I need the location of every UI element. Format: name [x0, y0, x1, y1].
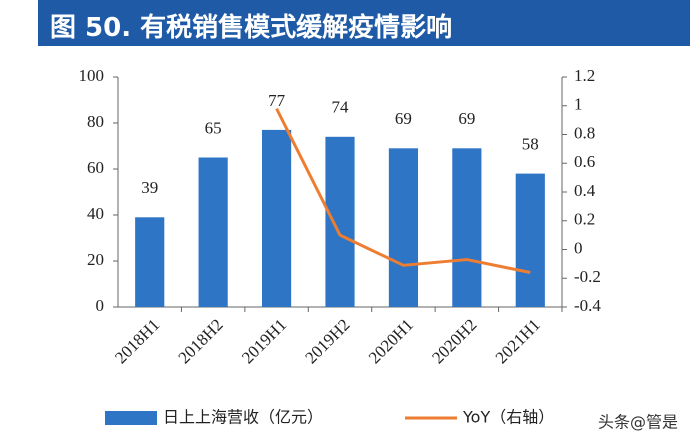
y-tick-label: 60 — [87, 158, 104, 177]
bar — [135, 217, 165, 307]
bar — [388, 148, 419, 307]
y2-tick-label: -0.2 — [574, 267, 601, 286]
y2-tick-label: 1.2 — [574, 66, 595, 85]
bar-value-label: 69 — [458, 109, 475, 128]
x-tick-label: 2018H2 — [175, 315, 227, 367]
y-tick-label: 0 — [96, 296, 105, 315]
bar-value-label: 39 — [141, 178, 158, 197]
bar-value-label: 74 — [332, 98, 350, 117]
x-tick-label: 2018H1 — [111, 315, 163, 367]
y-tick-label: 80 — [87, 112, 104, 131]
bar — [325, 136, 355, 307]
legend-text: YoY（右轴） — [462, 408, 554, 427]
bar — [198, 157, 228, 307]
y2-tick-label: 0.2 — [574, 210, 595, 229]
bar-value-label: 69 — [395, 109, 412, 128]
legend-text: 日上上海营收（亿元） — [163, 408, 323, 427]
chart-title: 图 50. 有税销售模式缓解疫情影响 — [50, 13, 453, 43]
x-tick-label: 2019H1 — [238, 315, 290, 367]
bar — [452, 148, 482, 307]
bar-value-label: 65 — [205, 118, 222, 137]
legend-swatch — [105, 411, 157, 425]
y-tick-label: 40 — [87, 204, 104, 223]
title-bar: 图 50. 有税销售模式缓解疫情影响 — [38, 0, 690, 46]
y2-tick-label: -0.4 — [574, 296, 601, 315]
yoy-line — [275, 107, 531, 274]
y2-tick-label: 0.4 — [574, 181, 596, 200]
y2-tick-label: 1 — [574, 95, 583, 114]
y2-tick-label: 0.8 — [574, 123, 595, 142]
x-tick-label: 2019H2 — [301, 315, 353, 367]
x-tick-label: 2021H1 — [492, 315, 544, 367]
x-tick-label: 2020H1 — [365, 315, 417, 367]
bar — [261, 129, 292, 307]
y2-tick-label: 0 — [574, 238, 583, 257]
y-tick-label: 100 — [79, 66, 105, 85]
x-tick-label: 2020H2 — [428, 315, 480, 367]
y-tick-label: 20 — [87, 250, 104, 269]
bar — [515, 173, 545, 307]
bar-value-label: 58 — [522, 135, 539, 154]
bar-value-label: 77 — [268, 91, 286, 110]
watermark: 头条@管是 — [598, 413, 678, 432]
y2-tick-label: 0.6 — [574, 152, 595, 171]
